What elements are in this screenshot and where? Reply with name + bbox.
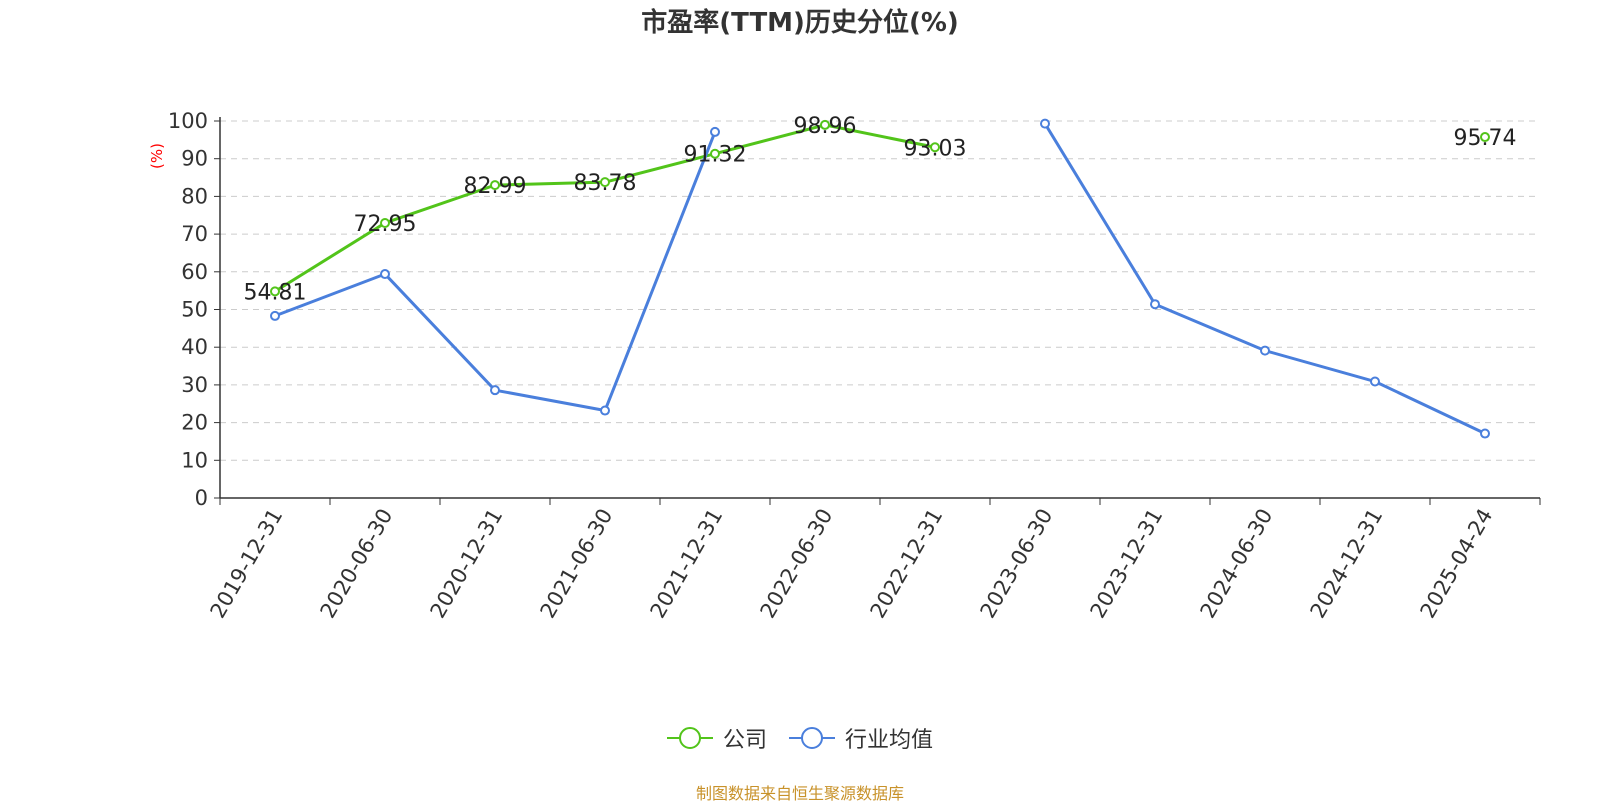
data-point[interactable]: [1040, 118, 1050, 129]
data-point[interactable]: [490, 180, 500, 191]
legend-item-company[interactable]: 公司: [666, 722, 767, 754]
y-tick-label: 40: [181, 335, 208, 359]
y-axis-title: (%): [148, 143, 166, 169]
data-label: 98.96: [794, 114, 857, 139]
data-label: 83.78: [574, 171, 637, 196]
data-point[interactable]: [380, 269, 390, 280]
data-point[interactable]: [490, 385, 500, 396]
data-label: 54.81: [244, 280, 307, 305]
series-line-1: [1043, 122, 1486, 435]
source-note: 制图数据来自恒生聚源数据库: [695, 784, 904, 803]
y-tick-label: 80: [181, 184, 208, 208]
x-tick-label: 2025-04-24: [1416, 505, 1498, 623]
data-point[interactable]: [1150, 299, 1160, 310]
y-tick-label: 90: [181, 147, 208, 171]
y-tick-label: 10: [181, 448, 208, 472]
legend: 公司 行业均值: [0, 722, 1600, 754]
data-point[interactable]: [930, 142, 940, 153]
data-point[interactable]: [1260, 345, 1270, 356]
data-label: 91.32: [684, 143, 747, 168]
data-label: 93.03: [904, 136, 967, 161]
x-tick-label: 2023-06-30: [976, 505, 1058, 623]
x-tick-label: 2021-12-31: [646, 505, 728, 623]
x-tick-label: 2022-06-30: [756, 505, 838, 623]
x-tick-label: 2020-06-30: [316, 505, 398, 623]
data-point[interactable]: [710, 126, 720, 137]
x-tick-label: 2021-06-30: [536, 505, 618, 623]
y-tick-label: 60: [181, 260, 208, 284]
legend-industry-marker: [789, 727, 835, 749]
x-tick-label: 2019-12-31: [206, 505, 288, 623]
data-point[interactable]: [380, 217, 390, 228]
x-tick-label: 2020-12-31: [426, 505, 508, 623]
x-tick-label: 2024-12-31: [1306, 505, 1388, 623]
y-tick-label: 100: [168, 109, 208, 133]
y-tick-label: 0: [195, 486, 208, 510]
data-point[interactable]: [820, 119, 830, 130]
data-point[interactable]: [270, 286, 280, 297]
data-label: 72.95: [354, 212, 417, 237]
x-tick-label: 2024-06-30: [1196, 505, 1278, 623]
y-tick-label: 30: [181, 373, 208, 397]
legend-item-industry[interactable]: 行业均值: [789, 722, 933, 754]
legend-label-industry: 行业均值: [845, 728, 934, 753]
y-tick-label: 20: [181, 411, 208, 435]
chart-title: 市盈率(TTM)历史分位(%): [641, 8, 959, 38]
x-tick-label: 2022-12-31: [866, 505, 948, 623]
data-point[interactable]: [270, 310, 280, 321]
y-tick-label: 70: [181, 222, 208, 246]
data-label: 95.74: [1454, 126, 1517, 151]
x-tick-label: 2023-12-31: [1086, 505, 1168, 623]
data-point[interactable]: [710, 148, 720, 159]
legend-company-marker: [666, 727, 713, 749]
legend-label-company: 公司: [722, 728, 767, 753]
data-point[interactable]: [600, 177, 610, 188]
data-point[interactable]: [1370, 376, 1380, 387]
series-line-0: [274, 123, 936, 293]
data-label: 82.99: [464, 174, 527, 199]
data-point[interactable]: [1480, 428, 1490, 439]
data-point[interactable]: [1480, 132, 1490, 143]
data-point[interactable]: [600, 405, 610, 416]
y-tick-label: 50: [181, 298, 208, 322]
